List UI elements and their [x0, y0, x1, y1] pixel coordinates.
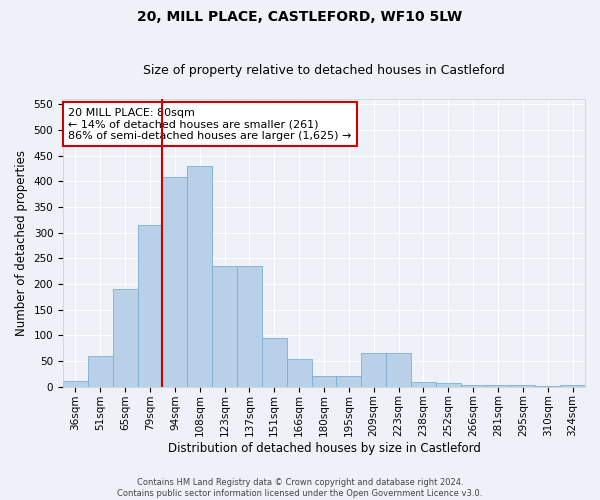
- Bar: [212, 266, 237, 386]
- X-axis label: Distribution of detached houses by size in Castleford: Distribution of detached houses by size …: [167, 442, 481, 455]
- Bar: [436, 383, 461, 386]
- Bar: [287, 359, 311, 386]
- Bar: [361, 354, 386, 386]
- Bar: [163, 177, 187, 386]
- Bar: [237, 266, 262, 386]
- Bar: [337, 376, 361, 386]
- Bar: [311, 376, 337, 386]
- Bar: [137, 225, 163, 386]
- Bar: [88, 356, 113, 386]
- Bar: [560, 384, 585, 386]
- Bar: [63, 380, 88, 386]
- Text: Contains HM Land Registry data © Crown copyright and database right 2024.
Contai: Contains HM Land Registry data © Crown c…: [118, 478, 482, 498]
- Bar: [386, 354, 411, 386]
- Bar: [511, 384, 535, 386]
- Text: 20 MILL PLACE: 80sqm
← 14% of detached houses are smaller (261)
86% of semi-deta: 20 MILL PLACE: 80sqm ← 14% of detached h…: [68, 108, 352, 141]
- Y-axis label: Number of detached properties: Number of detached properties: [15, 150, 28, 336]
- Text: 20, MILL PLACE, CASTLEFORD, WF10 5LW: 20, MILL PLACE, CASTLEFORD, WF10 5LW: [137, 10, 463, 24]
- Bar: [187, 166, 212, 386]
- Bar: [113, 289, 137, 386]
- Bar: [262, 338, 287, 386]
- Bar: [411, 382, 436, 386]
- Bar: [485, 384, 511, 386]
- Bar: [461, 384, 485, 386]
- Title: Size of property relative to detached houses in Castleford: Size of property relative to detached ho…: [143, 64, 505, 77]
